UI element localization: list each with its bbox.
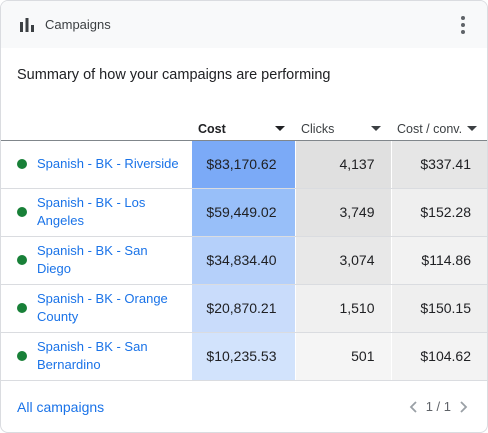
campaign-link[interactable]: Spanish - BK - San Bernardino	[37, 339, 148, 372]
column-header-campaign	[1, 115, 192, 141]
summary-text: Summary of how your campaigns are perfor…	[17, 67, 331, 83]
card-header: Campaigns	[1, 1, 487, 48]
campaign-cell: Spanish - BK - San Diego	[1, 236, 192, 285]
status-enabled-icon	[17, 207, 27, 217]
column-header-clicks[interactable]: Clicks	[295, 115, 391, 141]
chevron-right-icon[interactable]	[457, 400, 471, 414]
table-row: Spanish - BK - San Diego $34,834.40 3,074 $…	[1, 236, 487, 285]
campaign-cell: Spanish - BK - Riverside	[1, 140, 192, 189]
table-row: Spanish - BK - Orange County $20,870.21 1,…	[1, 284, 487, 333]
clicks-cell: 3,074	[294, 236, 391, 285]
clicks-cell: 501	[294, 332, 391, 381]
card-footer: All campaigns 1 / 1	[1, 381, 487, 432]
table-row: Spanish - BK - Los Angeles $59,449.02 3,74…	[1, 188, 487, 237]
column-header-cost[interactable]: Cost	[192, 115, 295, 141]
status-enabled-icon	[17, 351, 27, 361]
cost-conv-cell: $337.41	[390, 140, 487, 189]
campaigns-table: Cost Clicks Cost / conv.	[1, 115, 487, 381]
cost-conv-cell: $114.86	[390, 236, 487, 285]
pagination: 1 / 1	[406, 399, 471, 414]
arrow-drop-down-icon	[275, 126, 285, 131]
status-enabled-icon	[17, 159, 27, 169]
cost-conv-cell: $152.28	[390, 188, 487, 237]
arrow-drop-down-icon	[467, 126, 477, 131]
arrow-drop-down-icon	[371, 126, 381, 131]
page-indicator: 1 / 1	[425, 399, 451, 414]
status-enabled-icon	[17, 255, 27, 265]
bar-chart-icon	[19, 17, 35, 32]
more-vert-icon	[461, 15, 465, 34]
clicks-cell: 1,510	[294, 284, 391, 333]
table-row: Spanish - BK - San Bernardino $10,235.53 5…	[1, 332, 487, 381]
campaign-link[interactable]: Spanish - BK - Orange County	[37, 291, 168, 324]
campaign-link[interactable]: Spanish - BK - San Diego	[37, 243, 148, 276]
campaign-link[interactable]: Spanish - BK - Los Angeles	[37, 195, 146, 228]
clicks-cell: 3,749	[294, 188, 391, 237]
all-campaigns-link[interactable]: All campaigns	[17, 398, 105, 415]
card-title: Campaigns	[45, 17, 111, 32]
campaign-link[interactable]: Spanish - BK - Riverside	[37, 156, 179, 171]
table-row: Spanish - BK - Riverside $83,170.62 4,137 $…	[1, 140, 487, 189]
campaign-cell: Spanish - BK - San Bernardino	[1, 332, 192, 381]
clicks-cell: 4,137	[294, 140, 391, 189]
cost-cell: $34,834.40	[192, 236, 295, 285]
campaign-cell: Spanish - BK - Orange County	[1, 284, 192, 333]
cost-cell: $59,449.02	[192, 188, 295, 237]
column-header-cost-conv[interactable]: Cost / conv.	[391, 115, 487, 141]
cost-cell: $20,870.21	[192, 284, 295, 333]
more-options-button[interactable]	[449, 11, 477, 39]
status-enabled-icon	[17, 303, 27, 313]
cost-conv-cell: $104.62	[390, 332, 487, 381]
cost-conv-cell: $150.15	[390, 284, 487, 333]
chevron-left-icon[interactable]	[406, 400, 420, 414]
cost-cell: $10,235.53	[192, 332, 295, 381]
campaign-cell: Spanish - BK - Los Angeles	[1, 188, 192, 237]
cost-cell: $83,170.62	[192, 140, 295, 189]
